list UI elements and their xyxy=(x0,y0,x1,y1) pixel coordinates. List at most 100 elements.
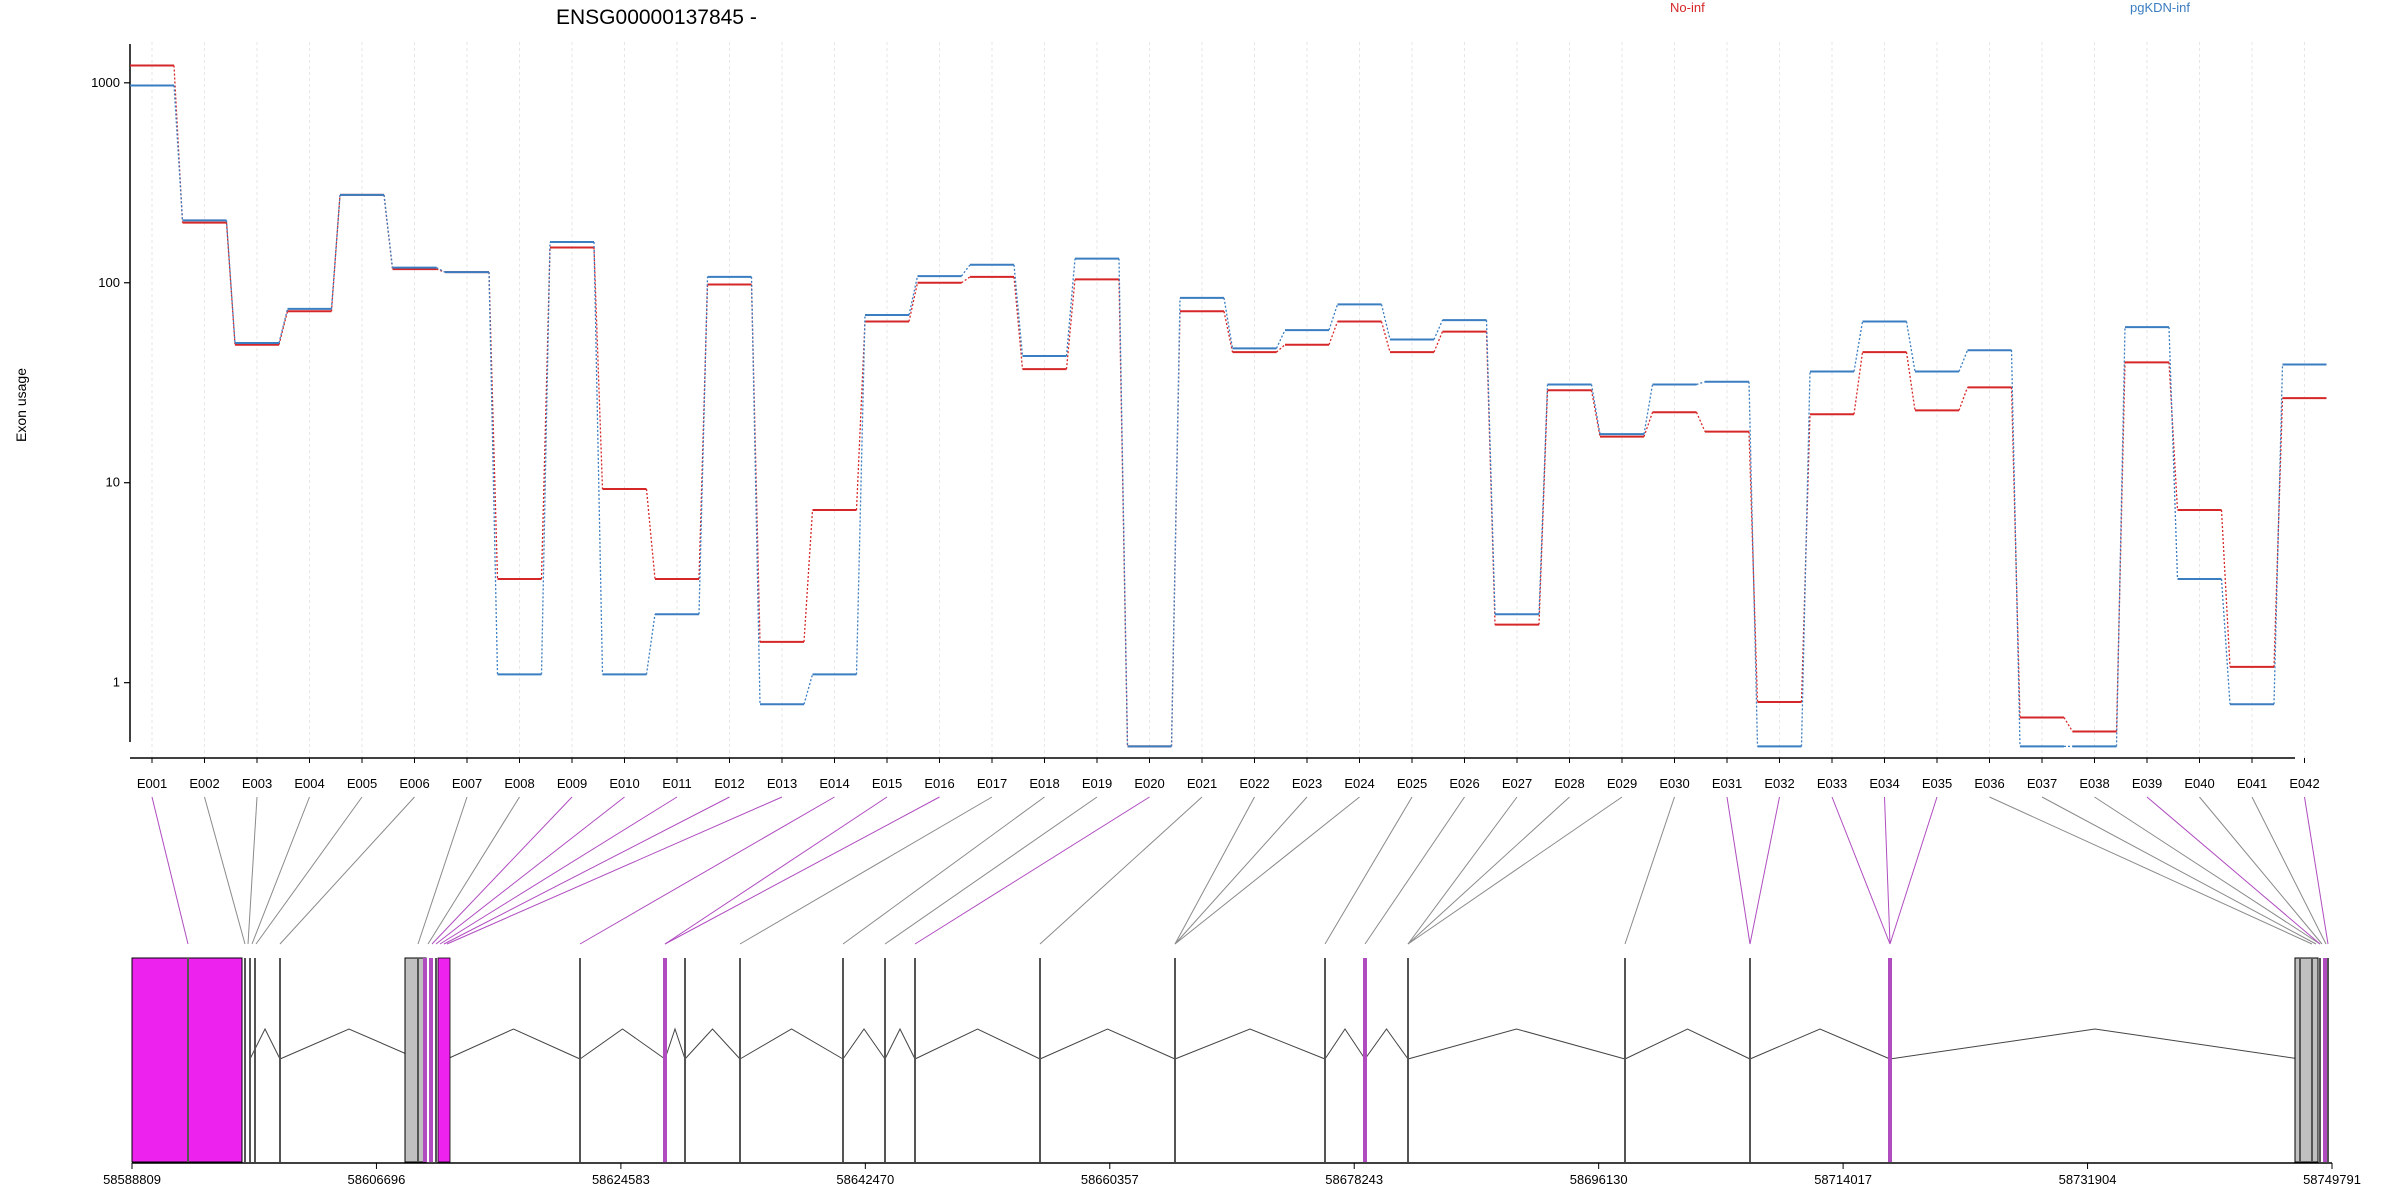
series-transition xyxy=(960,264,971,277)
series-transition xyxy=(1433,319,1444,340)
genomic-tick-label: 58660357 xyxy=(1081,1172,1139,1187)
series-transition xyxy=(1433,331,1444,353)
exon-block xyxy=(2323,958,2327,1162)
intron xyxy=(884,1027,916,1060)
intron xyxy=(279,1028,419,1060)
exon-connector xyxy=(251,796,310,945)
series-transition xyxy=(2273,364,2284,705)
x-tick-label: E037 xyxy=(2027,776,2057,791)
series-pgKDN-inf xyxy=(130,84,2327,748)
exon-connector xyxy=(1749,796,1780,945)
x-tick-label: E034 xyxy=(1869,776,1899,791)
exon-connector xyxy=(435,796,625,945)
series-lines xyxy=(130,64,2327,748)
exon-block xyxy=(429,958,433,1162)
exon-connector xyxy=(1884,796,1891,945)
genomic-tick-label: 58731904 xyxy=(2059,1172,2117,1187)
x-tick-label: E017 xyxy=(977,776,1007,791)
exon-connector xyxy=(2041,796,2317,945)
intron xyxy=(842,1028,886,1060)
series-transition xyxy=(1275,329,1286,349)
series-transition xyxy=(1538,390,1549,625)
intron xyxy=(1407,1028,1626,1060)
exon-connector xyxy=(1726,796,1751,945)
exon-connector xyxy=(247,796,258,945)
x-tick-label: E003 xyxy=(242,776,272,791)
x-tick-label: E015 xyxy=(872,776,902,791)
series-transition xyxy=(1013,264,1024,357)
series-transition xyxy=(961,276,971,284)
exon-connector xyxy=(1407,796,1518,945)
x-tick-label: E024 xyxy=(1344,776,1374,791)
series-transition xyxy=(1800,371,1811,747)
series-transition xyxy=(225,222,236,345)
x-tick-label: E008 xyxy=(504,776,534,791)
intron xyxy=(914,1028,1041,1060)
exon-block xyxy=(404,957,427,1163)
x-tick-label: E020 xyxy=(1134,776,1164,791)
gene-model xyxy=(131,957,2329,1163)
x-tick-label: E028 xyxy=(1554,776,1584,791)
x-tick-label: E036 xyxy=(1974,776,2004,791)
x-tick-label: E001 xyxy=(137,776,167,791)
x-tick-label: E006 xyxy=(399,776,429,791)
x-tick-label: E031 xyxy=(1712,776,1742,791)
exon-connector xyxy=(1364,796,1465,945)
exon-connector xyxy=(884,796,1098,945)
series-transition xyxy=(2168,327,2179,580)
x-tick-label: E005 xyxy=(347,776,377,791)
exon-connector xyxy=(427,796,520,945)
x-tick-label: E013 xyxy=(767,776,797,791)
series-transition xyxy=(488,272,499,580)
legend-pgkdn-inf: pgKDN-inf xyxy=(2130,0,2190,15)
series-transition xyxy=(540,247,551,580)
exon-connector xyxy=(2251,796,2327,945)
exon-connector xyxy=(664,796,940,945)
exon-connector xyxy=(1174,796,1255,945)
series-transition xyxy=(2010,387,2021,718)
exon-connector xyxy=(2094,796,2321,945)
intron xyxy=(579,1028,666,1060)
exon-connector xyxy=(1889,796,1938,945)
series-transition xyxy=(1013,276,1024,370)
x-tick-label: E019 xyxy=(1082,776,1112,791)
series-transition xyxy=(1065,258,1076,357)
legend-no-inf: No-inf xyxy=(1670,0,1705,15)
intron xyxy=(1324,1028,1366,1060)
series-transition xyxy=(1065,279,1076,370)
exon-connector xyxy=(664,796,888,945)
x-tick-label: E016 xyxy=(924,776,954,791)
series-transition xyxy=(1643,384,1654,435)
x-tick-label: E035 xyxy=(1922,776,1952,791)
series-transition xyxy=(2220,578,2231,705)
x-tick-label: E009 xyxy=(557,776,587,791)
exon-block xyxy=(2294,957,2319,1163)
series-transition xyxy=(1328,304,1339,331)
x-tick-label: E022 xyxy=(1239,776,1269,791)
series-transition xyxy=(225,220,236,344)
exon-block xyxy=(663,958,667,1162)
x-tick-label: E029 xyxy=(1607,776,1637,791)
x-tick-label: E012 xyxy=(714,776,744,791)
genomic-tick-label: 58606696 xyxy=(348,1172,406,1187)
y-tick-label: 10 xyxy=(106,475,120,490)
x-tick-label: E032 xyxy=(1764,776,1794,791)
intron xyxy=(1039,1028,1176,1060)
exon-block xyxy=(1363,958,1367,1162)
exon-connector xyxy=(579,796,835,945)
x-tick-label: E007 xyxy=(452,776,482,791)
x-tick-label: E030 xyxy=(1659,776,1689,791)
intron xyxy=(1174,1028,1326,1060)
series-transition xyxy=(1905,321,1916,372)
series-transition xyxy=(1380,304,1391,340)
exon-connector xyxy=(417,796,468,945)
series-transition xyxy=(908,282,919,322)
series-transition xyxy=(1118,258,1129,747)
exon-connector xyxy=(2146,796,2321,945)
x-tick-label: E040 xyxy=(2184,776,2214,791)
series-transition xyxy=(593,241,604,675)
exon-connector xyxy=(1324,796,1413,945)
x-tick-label: E021 xyxy=(1187,776,1217,791)
series-transition xyxy=(1380,321,1391,353)
